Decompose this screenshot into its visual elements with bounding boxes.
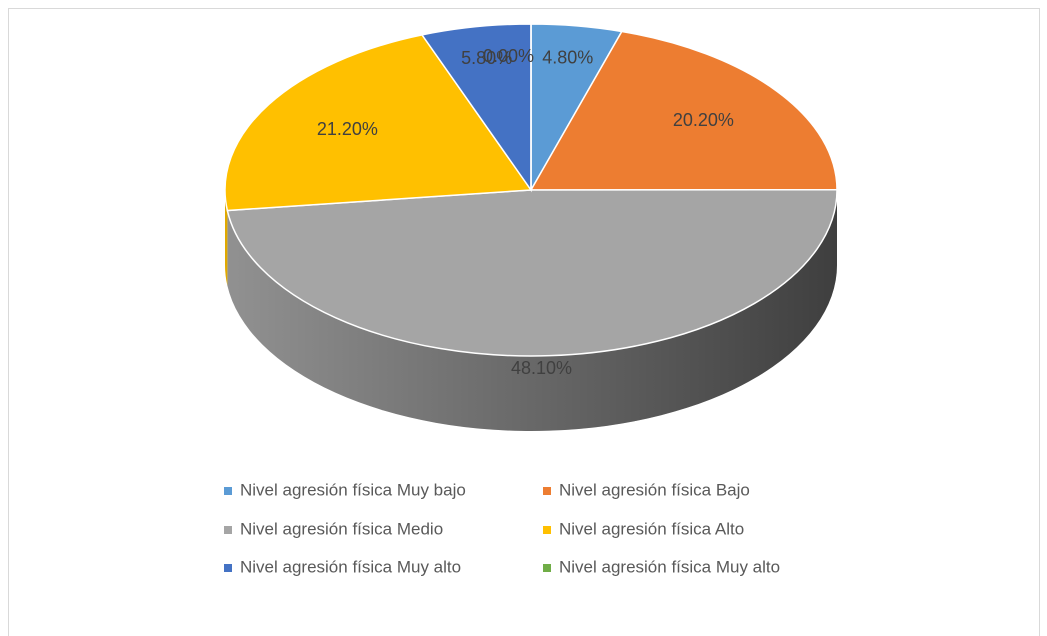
slice [226,188,838,357]
data-label: 48.10% [511,358,572,378]
legend-label: Nivel agresión física Muy alto [559,557,780,576]
data-label: 21.20% [317,119,378,139]
legend-swatch [543,487,551,495]
legend-swatch [224,487,232,495]
slice-side-shade [227,190,838,432]
legend-label: Nivel agresión física Alto [559,519,744,538]
legend-swatch [543,564,551,572]
legend-label: Nivel agresión física Muy alto [240,557,461,576]
slice-side-shade [225,190,228,286]
legend-swatch [224,526,232,534]
data-label: 20.20% [673,110,734,130]
legend-swatch [543,526,551,534]
legend-label: Nivel agresión física Bajo [559,480,750,499]
legend-label: Nivel agresión física Medio [240,519,443,538]
legend-swatch [224,564,232,572]
legend-label: Nivel agresión física Muy bajo [240,480,466,499]
data-label: 4.80% [542,47,593,67]
slice [224,34,533,212]
data-label: 0.00% [483,46,534,66]
data-label: 5.80% [461,48,512,68]
slice [529,30,838,191]
